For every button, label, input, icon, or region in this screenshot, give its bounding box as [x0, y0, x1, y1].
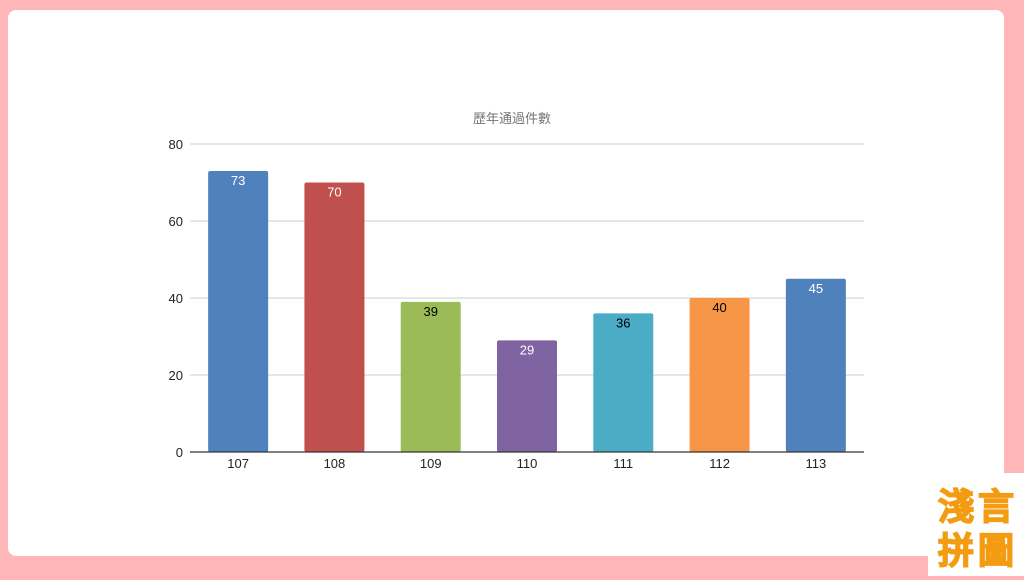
logo-mark-bottom-2: 圖 [978, 531, 1014, 572]
data-label: 45 [809, 281, 823, 296]
data-label: 73 [231, 173, 245, 188]
bar [208, 170, 269, 452]
x-tick-label: 113 [805, 456, 826, 471]
x-tick-label: 111 [613, 456, 633, 471]
x-tick-label: 112 [709, 456, 730, 471]
bar [785, 278, 846, 452]
y-tick-label: 60 [169, 214, 183, 229]
y-tick-label: 80 [169, 137, 183, 152]
x-tick-label: 109 [420, 456, 442, 471]
bar [400, 301, 461, 452]
data-label: 70 [327, 185, 341, 200]
logo-icon: 淺 言 拼 圖 [937, 486, 1015, 573]
data-label: 40 [712, 300, 726, 315]
data-label: 39 [423, 304, 437, 319]
bar [689, 298, 750, 452]
bar [304, 182, 365, 452]
x-tick-label: 110 [517, 456, 538, 471]
y-tick-label: 40 [169, 291, 183, 306]
brand-logo: 淺 言 拼 圖 [928, 473, 1024, 576]
logo-mark-top-2: 言 [978, 487, 1014, 528]
bar [497, 340, 557, 452]
logo-mark-bottom: 拼 [938, 531, 974, 572]
chart-title: 歷年通過件數 [472, 112, 551, 127]
x-tick-label: 107 [227, 456, 249, 471]
data-label: 29 [520, 342, 534, 357]
y-tick-label: 20 [169, 368, 183, 383]
bar [593, 313, 654, 452]
y-tick-label: 0 [176, 445, 183, 460]
x-tick-label: 108 [324, 456, 346, 471]
data-label: 36 [616, 315, 630, 330]
logo-mark-top: 淺 [938, 487, 974, 528]
